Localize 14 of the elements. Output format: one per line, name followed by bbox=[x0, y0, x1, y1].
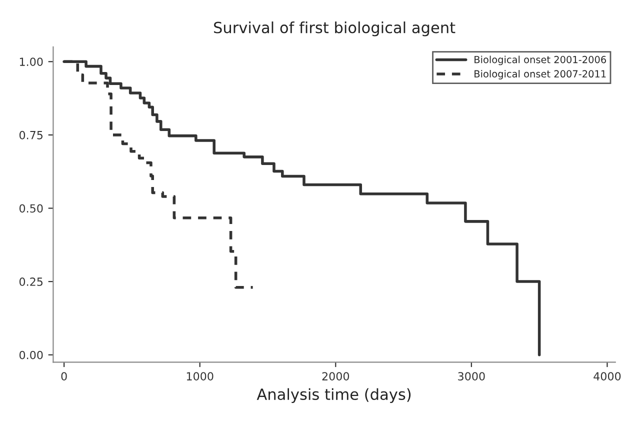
x-tick-label: 1000 bbox=[186, 372, 214, 380]
legend-label: Biological onset 2007-2011 bbox=[474, 70, 606, 80]
y-tick-label: 1.00 bbox=[20, 58, 43, 66]
legend-label: Biological onset 2001-2006 bbox=[474, 56, 606, 66]
x-tick-label: 4000 bbox=[594, 372, 621, 380]
x-axis-title: Analysis time (days) bbox=[256, 388, 411, 403]
y-tick-label: 0.25 bbox=[19, 278, 43, 286]
x-tick-label: 0 bbox=[61, 372, 67, 380]
y-tick-label: 0.00 bbox=[19, 350, 43, 360]
y-tick-label: 0.50 bbox=[19, 204, 43, 213]
x-tick-label: 2000 bbox=[322, 372, 350, 380]
x-tick-label: 3000 bbox=[458, 372, 485, 380]
y-tick-label: 0.75 bbox=[19, 130, 43, 140]
chart-title: Survival of first biological agent bbox=[214, 21, 456, 36]
